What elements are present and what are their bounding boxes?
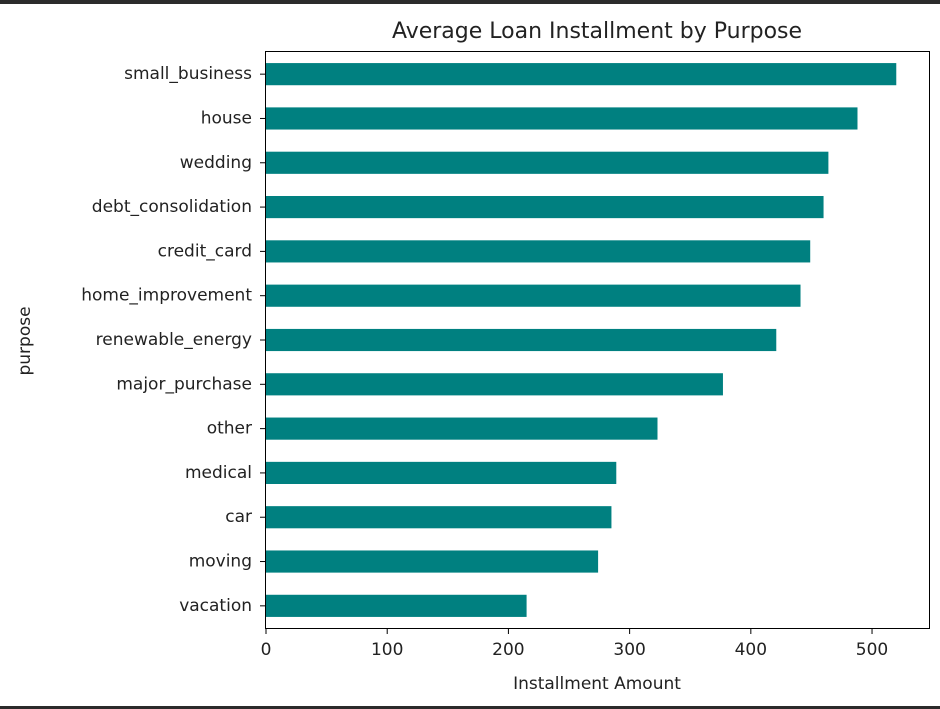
bar-renewable-energy [266,328,777,352]
y-tick-label: small_business [124,64,252,84]
bars-layer [266,63,897,617]
x-tick-label: 0 [261,640,272,660]
x-axis: 0 100 200 300 400 500 [261,628,888,660]
bar-car [266,506,612,529]
bar-other [266,417,658,440]
bar-wedding [266,151,829,174]
y-tick-label: vacation [179,596,252,616]
bar-debt-consolidation [266,196,824,219]
bar-medical [266,461,617,484]
bar-home-improvement [266,284,801,307]
y-tick-label: debt_consolidation [92,197,252,217]
y-tick-label: other [207,419,252,439]
bar-house [266,107,858,130]
x-tick-label: 200 [492,640,524,660]
y-tick-label: moving [189,552,252,572]
y-tick-label: wedding [180,153,252,173]
y-tick-label: car [225,507,252,527]
y-tick-label: credit_card [158,241,252,261]
x-axis-label: Installment Amount [513,674,681,694]
x-tick-label: 500 [856,640,888,660]
x-tick-label: 400 [735,640,767,660]
y-tick-label: house [201,108,252,128]
y-tick-label: medical [185,463,252,483]
x-tick-label: 300 [613,640,645,660]
chart-title: Average Loan Installment by Purpose [392,19,802,44]
bar-small-business [266,63,897,86]
y-tick-label: home_improvement [81,286,252,306]
x-tick-label: 100 [371,640,403,660]
bar-major-purchase [266,373,723,396]
y-tick-label: major_purchase [116,374,252,394]
bar-moving [266,550,599,573]
y-axis-label: purpose [15,306,35,375]
bar-vacation [266,594,527,617]
y-tick-label: renewable_energy [96,330,252,350]
bar-credit-card [266,240,811,263]
